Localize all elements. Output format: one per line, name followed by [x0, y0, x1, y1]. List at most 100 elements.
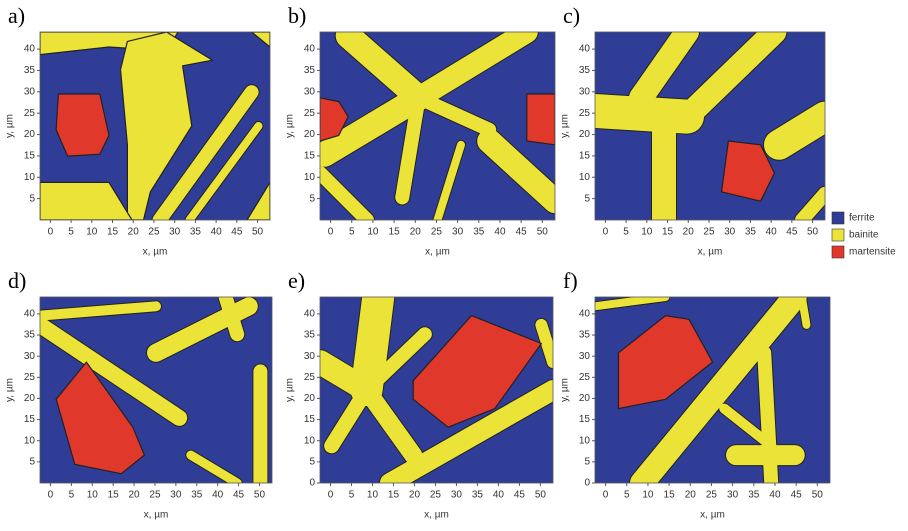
- x-tick-label: 45: [791, 490, 803, 501]
- y-tick-label: 20: [24, 129, 36, 140]
- y-tick-label: 20: [304, 393, 316, 404]
- figure: 05101520253035404550510152025303540x, µm…: [0, 0, 908, 531]
- legend-label: martensite: [849, 247, 896, 258]
- y-tick-label: 35: [304, 65, 316, 76]
- x-axis-label: x, µm: [698, 247, 723, 258]
- y-tick-label: 30: [24, 351, 36, 362]
- y-tick-label: 40: [304, 44, 316, 55]
- legend-label: bainite: [849, 230, 879, 241]
- x-axis-label: x, µm: [424, 510, 449, 521]
- x-tick-label: 40: [494, 227, 506, 238]
- y-tick-label: 30: [304, 351, 316, 362]
- x-tick-label: 0: [328, 227, 334, 238]
- x-tick-label: 5: [349, 227, 355, 238]
- x-tick-label: 10: [367, 490, 379, 501]
- y-tick-label: 5: [309, 193, 315, 204]
- x-tick-label: 40: [769, 490, 781, 501]
- y-tick-label: 40: [24, 44, 36, 55]
- y-tick-label: 5: [29, 193, 35, 204]
- y-axis-label: y, µm: [5, 114, 16, 138]
- x-tick-label: 50: [254, 490, 266, 501]
- y-tick-label: 40: [579, 44, 591, 55]
- x-tick-label: 50: [812, 490, 824, 501]
- x-axis-label: x, µm: [700, 510, 725, 521]
- x-axis-label: x, µm: [425, 247, 450, 258]
- x-tick-label: 0: [603, 490, 609, 501]
- x-tick-label: 20: [410, 227, 422, 238]
- y-tick-label: 15: [24, 414, 36, 425]
- x-tick-label: 0: [48, 227, 54, 238]
- x-tick-label: 15: [388, 490, 400, 501]
- x-tick-label: 0: [603, 227, 609, 238]
- phase-map-panel: 05101520253035404550510152025303540x, µm…: [5, 268, 272, 521]
- panel-label: a): [8, 3, 25, 28]
- y-tick-label: 10: [24, 172, 36, 183]
- x-tick-label: 35: [191, 490, 203, 501]
- x-tick-label: 25: [703, 227, 715, 238]
- y-axis-label: y, µm: [285, 378, 296, 402]
- x-tick-label: 15: [662, 227, 674, 238]
- x-tick-label: 25: [431, 227, 443, 238]
- x-tick-label: 20: [409, 490, 421, 501]
- y-tick-label: 15: [579, 414, 591, 425]
- x-tick-label: 20: [683, 227, 695, 238]
- x-tick-label: 15: [664, 490, 676, 501]
- x-tick-label: 0: [48, 490, 54, 501]
- x-tick-label: 5: [623, 227, 629, 238]
- x-tick-label: 0: [328, 490, 334, 501]
- y-tick-label: 25: [24, 108, 36, 119]
- y-axis-label: y, µm: [285, 114, 296, 138]
- y-tick-label: 5: [584, 193, 590, 204]
- x-tick-label: 30: [169, 227, 181, 238]
- y-tick-label: 40: [304, 309, 316, 320]
- x-tick-label: 20: [128, 227, 140, 238]
- y-tick-label: 20: [304, 129, 316, 140]
- x-tick-label: 40: [766, 227, 778, 238]
- x-tick-label: 30: [727, 490, 739, 501]
- x-tick-label: 25: [148, 227, 160, 238]
- panel-label: b): [288, 3, 306, 28]
- martensite-region: [527, 94, 555, 145]
- y-tick-label: 5: [29, 457, 35, 468]
- y-tick-label: 25: [579, 108, 591, 119]
- y-tick-label: 25: [24, 372, 36, 383]
- y-tick-label: 30: [24, 86, 36, 97]
- y-tick-label: 35: [24, 65, 36, 76]
- y-tick-label: 0: [309, 478, 315, 489]
- bainite-region: [802, 297, 807, 325]
- legend-swatch: [832, 246, 844, 258]
- y-tick-label: 10: [304, 172, 316, 183]
- y-tick-label: 10: [579, 435, 591, 446]
- y-tick-label: 40: [579, 309, 591, 320]
- x-tick-label: 20: [685, 490, 697, 501]
- y-tick-label: 35: [304, 330, 316, 341]
- y-tick-label: 15: [579, 151, 591, 162]
- x-tick-label: 25: [706, 490, 718, 501]
- x-tick-label: 50: [535, 490, 547, 501]
- x-tick-label: 45: [231, 227, 243, 238]
- y-axis-label: y, µm: [5, 378, 16, 402]
- y-tick-label: 10: [24, 435, 36, 446]
- x-tick-label: 45: [786, 227, 798, 238]
- x-tick-label: 35: [472, 490, 484, 501]
- y-tick-label: 5: [584, 457, 590, 468]
- x-tick-label: 35: [190, 227, 202, 238]
- y-tick-label: 15: [304, 414, 316, 425]
- x-tick-label: 10: [87, 490, 99, 501]
- y-axis-label: y, µm: [560, 114, 571, 138]
- y-tick-label: 25: [579, 372, 591, 383]
- x-axis-label: x, µm: [143, 247, 168, 258]
- y-tick-label: 30: [579, 351, 591, 362]
- y-tick-label: 40: [24, 309, 36, 320]
- panel-label: d): [8, 268, 26, 293]
- x-tick-label: 30: [452, 227, 464, 238]
- x-tick-label: 15: [107, 227, 119, 238]
- x-tick-label: 45: [233, 490, 245, 501]
- y-tick-label: 25: [304, 108, 316, 119]
- panel-label: c): [563, 3, 580, 28]
- x-tick-label: 15: [389, 227, 401, 238]
- legend-swatch: [832, 212, 844, 224]
